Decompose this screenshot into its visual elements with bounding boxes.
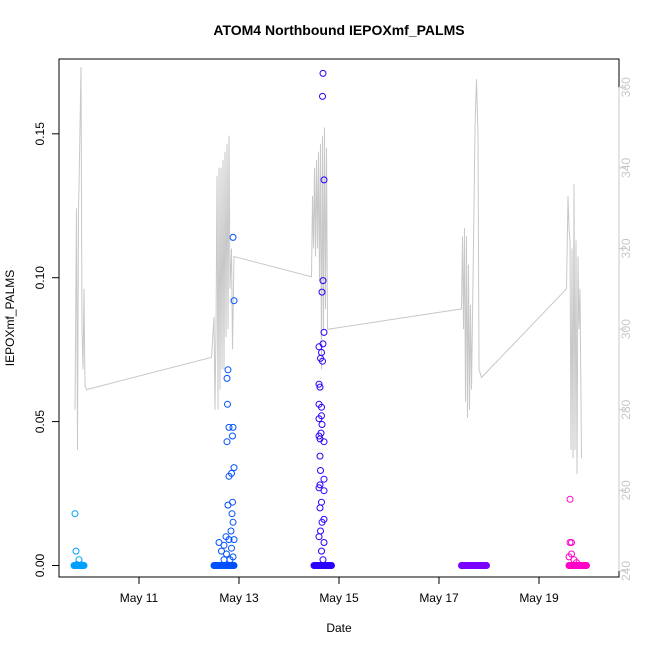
x-tick-label: May 15	[319, 591, 359, 605]
data-point	[315, 432, 323, 440]
data-point	[315, 484, 323, 492]
data-point	[229, 518, 237, 526]
data-point	[228, 510, 236, 518]
y2-tick-label: 300	[619, 319, 633, 339]
data-point	[317, 527, 324, 535]
x-tick-label: May 11	[120, 591, 159, 605]
data-point	[566, 495, 574, 503]
chart-title: ATOM4 Northbound IEPOXmf_PALMS	[213, 22, 464, 38]
y2-tick-label: 240	[619, 561, 633, 581]
y2-tick-label: 280	[619, 399, 633, 419]
data-point	[319, 556, 327, 564]
data-point	[315, 415, 323, 423]
y-tick-label: 0.00	[33, 553, 47, 577]
data-point	[73, 561, 81, 569]
data-point	[318, 288, 326, 296]
y2-tick-label: 260	[619, 480, 633, 500]
data-point	[220, 541, 228, 549]
data-point	[316, 504, 324, 512]
x-tick-label: May 17	[419, 591, 459, 605]
baseline-point	[230, 562, 238, 569]
y-axis: 0.00 0.05 0.10 0.15	[33, 122, 60, 577]
x-axis: May 11 May 13 May 15 May 17 May 19	[120, 576, 559, 605]
data-point	[71, 510, 79, 518]
baseline-point	[483, 562, 490, 569]
data-point	[318, 403, 325, 411]
data-point	[229, 423, 237, 431]
scatter-points-layer	[70, 69, 590, 569]
data-point	[224, 366, 232, 374]
data-point	[318, 498, 325, 506]
data-point	[566, 539, 574, 546]
data-point	[318, 547, 325, 555]
data-point	[320, 487, 328, 495]
baseline-point	[328, 562, 335, 569]
data-point	[316, 481, 324, 489]
x-axis-label: Date	[326, 621, 352, 635]
y2-tick-label: 320	[619, 238, 633, 258]
y-tick-label: 0.10	[33, 266, 47, 290]
secondary-series-line	[74, 67, 582, 475]
data-point	[319, 69, 327, 77]
data-point	[320, 475, 328, 483]
y2-tick-label: 360	[619, 77, 633, 97]
data-point	[320, 176, 328, 184]
data-point	[230, 536, 238, 544]
data-point	[228, 544, 235, 552]
data-point	[229, 233, 237, 241]
data-point	[223, 374, 231, 382]
data-point	[225, 423, 233, 431]
y-tick-label: 0.05	[33, 410, 47, 434]
data-point	[223, 438, 231, 446]
data-point	[226, 556, 234, 564]
data-point	[227, 527, 235, 535]
data-point	[319, 277, 327, 285]
secondary-line-layer	[74, 67, 582, 475]
y2-tick-label: 340	[619, 157, 633, 177]
data-point	[316, 383, 324, 391]
x-tick-label: May 13	[219, 591, 259, 605]
data-point	[320, 328, 328, 336]
y-tick-label: 0.15	[33, 122, 47, 146]
data-point	[316, 452, 324, 460]
data-point	[72, 547, 80, 555]
data-point	[320, 539, 328, 546]
data-point	[318, 518, 326, 526]
data-point	[223, 550, 230, 558]
data-point	[225, 472, 233, 480]
data-point	[220, 556, 228, 564]
data-point	[319, 357, 326, 365]
data-point	[225, 536, 233, 544]
data-point	[230, 297, 238, 305]
data-point	[78, 561, 85, 569]
data-point	[573, 559, 580, 567]
y-axis-label: IEPOXmf_PALMS	[3, 270, 17, 366]
data-point	[230, 464, 238, 472]
data-point	[224, 400, 231, 408]
data-point	[315, 380, 323, 388]
x-tick-label: May 19	[519, 591, 559, 605]
data-point	[318, 421, 326, 428]
data-point	[319, 340, 327, 348]
data-point	[319, 92, 326, 100]
plot-frame	[58, 58, 620, 578]
data-point	[229, 432, 236, 440]
baseline-point	[583, 562, 590, 569]
data-point	[315, 533, 323, 541]
data-point	[317, 467, 324, 474]
data-point	[218, 547, 225, 555]
y2-axis: 240 260 280 300 320 340 360	[618, 77, 633, 581]
data-point	[224, 501, 232, 509]
data-point	[320, 438, 328, 446]
